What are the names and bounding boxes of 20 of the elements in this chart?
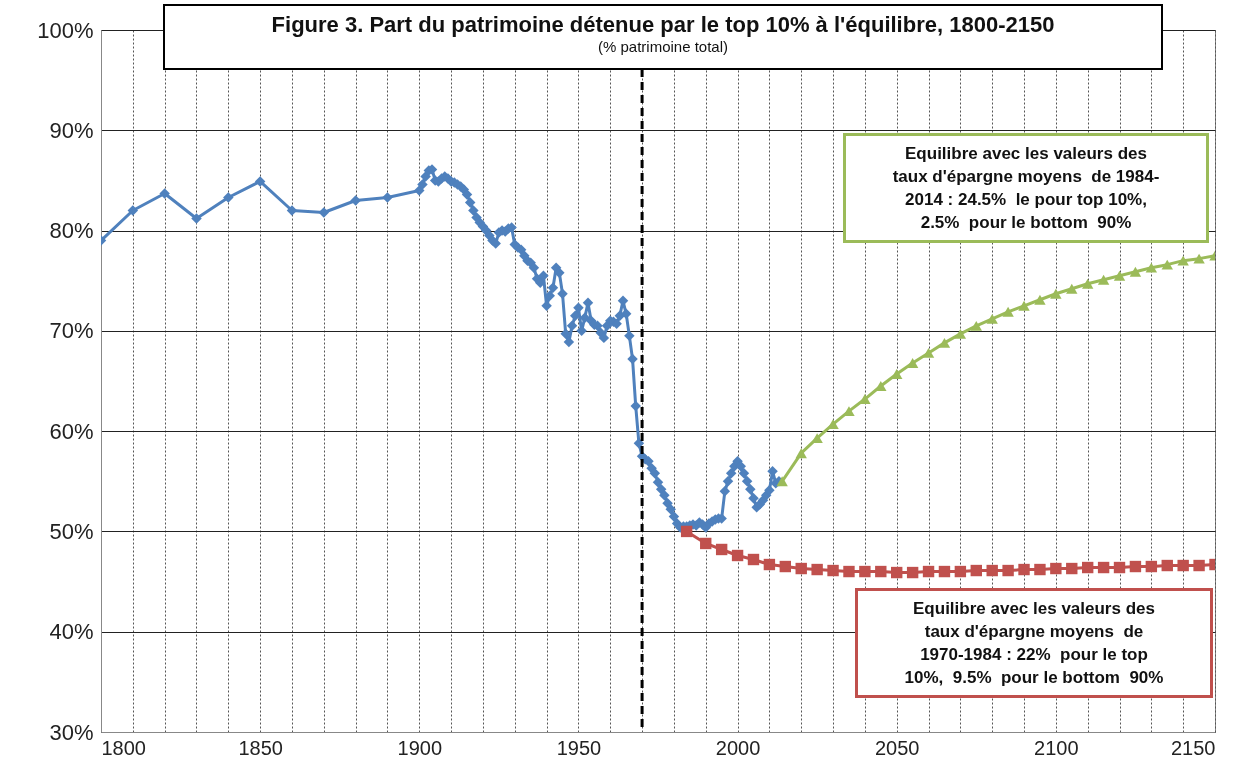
x-tick-label: 1900 [397,736,443,759]
x-tick-label: 2100 [1034,736,1079,759]
x-tick-label: 1950 [556,736,602,759]
x-tick-label: 2050 [874,736,920,759]
x-tick-label: 2000 [715,736,761,759]
y-tick-label: 50% [49,518,94,544]
note-frame: Equilibre avec les valeurs des taux d'épargne moyens de 1970-1984 : 22% pour le top 10%, 9.5% pour le bottom 90% [855,588,1213,698]
y-tick-label: 90% [49,117,94,143]
y-tick-label: 80% [49,218,94,244]
y-tick-label: 60% [49,418,94,444]
title-frame: Figure 3. Part du patrimoine détenue par le top 10% à l'équilibre, 1800-2150 (% patrimoine total) [163,4,1163,70]
x-tick-label: 2150 [1171,736,1216,759]
y-tick-label: 40% [49,619,94,645]
x-tick-label: 1850 [238,736,283,759]
x-tick-label: 1800 [101,736,146,759]
y-tick-label: 30% [49,719,94,745]
note-frame: Equilibre avec les valeurs des taux d'épargne moyens de 1984- 2014 : 24.5% le pour top 10%, 2.5% pour le bottom 90% [843,133,1209,243]
y-tick-label: 70% [49,318,94,344]
chart-title: Figure 3. Part du patrimoine détenue par le top 10% à l'équilibre, 1800-2150 [270,12,1056,38]
y-tick-label: 100% [37,17,94,43]
